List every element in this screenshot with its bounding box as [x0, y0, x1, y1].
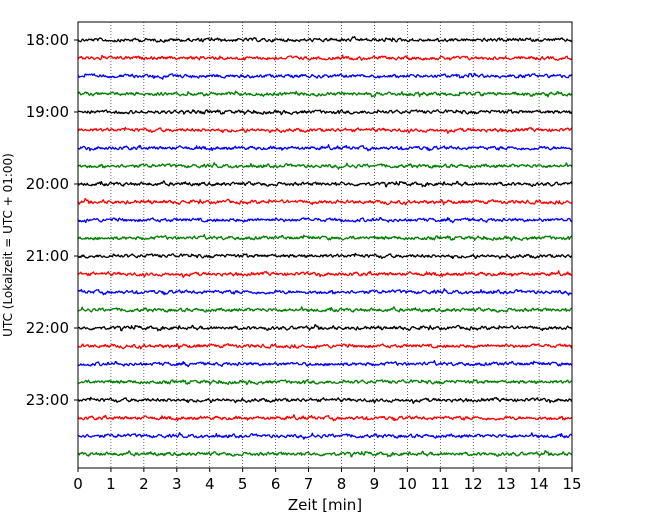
x-tick-label: 1	[106, 475, 116, 493]
seismic-trace	[77, 216, 573, 224]
x-axis-label: Zeit [min]	[288, 496, 362, 514]
y-tick-label: 21:00	[26, 247, 69, 265]
seismic-trace	[77, 35, 573, 43]
x-tick-label: 14	[530, 475, 549, 493]
seismic-trace	[77, 432, 573, 440]
x-tick-label: 12	[464, 475, 483, 493]
x-tick-label: 0	[73, 475, 83, 493]
y-axis-label: UTC (Lokalzeit = UTC + 01:00)	[1, 153, 15, 337]
seismic-trace	[77, 450, 573, 458]
seismic-trace	[77, 72, 573, 80]
x-axis: 0 1 2 3 4 5 6 7 8 9 10 11 12 13 14 15	[73, 468, 582, 493]
y-tick-label: 22:00	[26, 319, 69, 337]
x-tick-label: 8	[337, 475, 347, 493]
x-tick-label: 6	[271, 475, 281, 493]
seismic-trace	[77, 343, 573, 350]
seismic-trace	[77, 198, 573, 206]
seismic-trace	[77, 270, 573, 278]
y-axis: 18:00 19:00 20:00 21:00 22:00 23:00	[26, 31, 78, 409]
seismic-trace	[77, 414, 573, 422]
y-tick-label: 19:00	[26, 103, 69, 121]
y-tick-label: 23:00	[26, 391, 69, 409]
x-tick-label: 2	[139, 475, 149, 493]
x-tick-label: 7	[304, 475, 314, 493]
seismic-trace	[77, 379, 573, 386]
x-tick-label: 15	[562, 475, 581, 493]
seismic-trace	[77, 396, 573, 404]
seismic-trace	[77, 288, 573, 296]
seismic-trace	[77, 180, 573, 188]
seismic-trace	[77, 54, 573, 61]
x-tick-label: 3	[172, 475, 182, 493]
x-tick-label: 5	[238, 475, 248, 493]
trace-layer	[77, 35, 573, 458]
seismic-trace	[77, 162, 573, 170]
x-tick-label: 11	[431, 475, 450, 493]
seismic-trace	[77, 90, 573, 98]
grid-layer	[110, 22, 540, 468]
seismic-trace	[77, 324, 573, 332]
x-tick-label: 4	[205, 475, 215, 493]
x-tick-label: 13	[497, 475, 516, 493]
seismic-trace	[77, 306, 573, 313]
plot-frame	[77, 21, 573, 469]
seismic-trace	[77, 109, 573, 116]
y-tick-label: 18:00	[26, 31, 69, 49]
x-tick-label: 9	[370, 475, 380, 493]
seismic-trace	[77, 233, 573, 242]
seismic-trace	[77, 126, 573, 134]
seismic-trace	[77, 252, 573, 260]
y-tick-label: 20:00	[26, 175, 69, 193]
seismic-trace	[77, 144, 573, 152]
seismic-trace	[77, 359, 573, 368]
x-tick-label: 10	[398, 475, 417, 493]
